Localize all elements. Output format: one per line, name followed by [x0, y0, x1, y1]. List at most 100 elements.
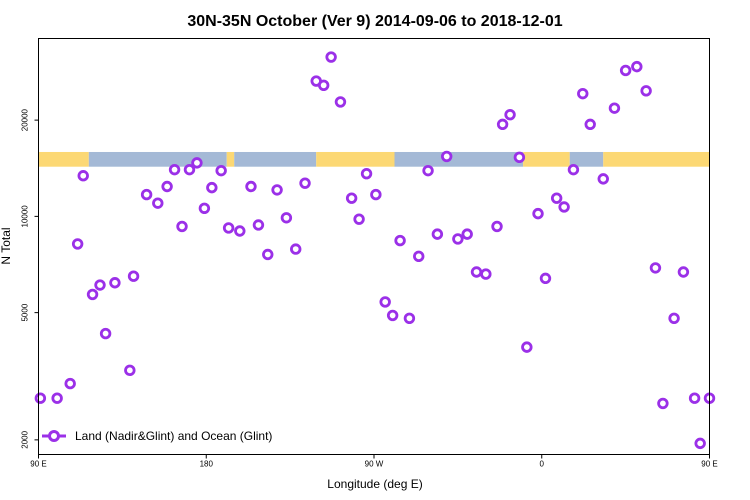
data-point: [694, 437, 706, 450]
plot-frame: [38, 38, 710, 455]
data-point: [127, 270, 140, 282]
data-point: [491, 220, 503, 233]
data-point: [379, 296, 391, 308]
data-point: [640, 85, 652, 97]
data-point: [317, 79, 330, 92]
data-point: [124, 364, 136, 377]
data-point: [86, 288, 99, 301]
data-point: [631, 60, 643, 73]
data-point: [370, 188, 382, 201]
data-point: [206, 181, 218, 194]
data-point: [51, 392, 63, 404]
data-point: [34, 392, 47, 404]
data-point: [191, 157, 203, 169]
band-segment-ocean: [394, 151, 524, 167]
data-point: [99, 327, 112, 340]
data-point: [403, 312, 416, 324]
data-point: [280, 212, 293, 224]
x-tick-label: 90 E: [701, 460, 717, 469]
data-point: [299, 177, 311, 189]
data-point: [198, 202, 211, 214]
legend-label: Land (Nadir&Glint) and Ocean (Glint): [75, 429, 272, 443]
y-axis-label: N Total: [0, 227, 13, 264]
data-point: [470, 266, 483, 278]
data-point: [168, 163, 181, 176]
band-segment-land: [523, 151, 570, 167]
data-point: [109, 277, 121, 289]
legend-marker: [48, 430, 60, 442]
data-point: [452, 233, 464, 245]
data-point: [668, 312, 680, 324]
y-tick-label: 20000: [21, 108, 30, 131]
data-point: [252, 219, 265, 231]
data-point: [422, 164, 434, 177]
data-point: [345, 192, 358, 204]
data-point: [677, 266, 690, 278]
data-point: [440, 150, 453, 163]
x-tick-label: 90 E: [30, 460, 46, 469]
data-point: [394, 234, 406, 247]
data-point: [334, 96, 347, 108]
band-segment-land: [603, 151, 710, 167]
band-segment-ocean: [234, 151, 317, 167]
data-point: [64, 377, 76, 390]
data-point: [513, 151, 526, 164]
data-point: [539, 272, 552, 285]
data-point: [521, 341, 533, 353]
data-point: [215, 164, 227, 177]
band-segment-land: [38, 151, 89, 167]
data-point: [176, 220, 188, 233]
data-point: [649, 262, 662, 274]
data-point: [140, 188, 153, 201]
data-point: [461, 228, 473, 240]
legend: Land (Nadir&Glint) and Ocean (Glint): [42, 429, 272, 443]
data-point: [386, 309, 399, 322]
data-points: [34, 51, 716, 450]
x-tick-label: 180: [200, 460, 214, 469]
data-point: [413, 250, 425, 263]
data-point: [597, 173, 609, 185]
y-tick-label: 10000: [21, 205, 30, 228]
band-segment-land: [226, 151, 235, 167]
data-point: [504, 108, 516, 121]
data-point: [262, 248, 274, 261]
data-point: [290, 243, 302, 255]
band-segment-ocean: [569, 151, 604, 167]
data-point: [558, 201, 570, 213]
data-point: [584, 118, 596, 131]
data-point: [152, 197, 164, 209]
data-point: [77, 170, 89, 182]
data-point: [532, 207, 544, 220]
x-axis-label: Longitude (deg E): [327, 477, 422, 491]
band-segment-ocean: [88, 151, 227, 167]
data-point: [325, 51, 337, 63]
data-point: [245, 180, 257, 193]
axes-ticks: 90 E 180 90 W 0 90 E 2000 5000 10000 20000: [21, 108, 718, 468]
data-point: [577, 87, 589, 100]
data-point: [94, 279, 106, 291]
data-point: [183, 163, 196, 176]
data-point: [234, 225, 246, 237]
x-tick-label: 90 W: [365, 460, 384, 469]
data-point: [360, 167, 373, 180]
data-point: [550, 192, 563, 204]
data-point: [271, 184, 283, 196]
chart-title: 30N-35N October (Ver 9) 2014-09-06 to 20…: [187, 13, 562, 30]
data-point: [480, 268, 492, 280]
band-segment-land: [316, 151, 395, 167]
data-point: [71, 238, 84, 250]
data-point: [431, 228, 444, 240]
y-tick-label: 2000: [21, 430, 30, 448]
x-tick-label: 0: [540, 460, 545, 469]
y-tick-label: 5000: [21, 303, 30, 321]
data-point: [496, 118, 509, 131]
data-point: [688, 392, 701, 404]
data-point: [353, 213, 365, 225]
data-point: [619, 64, 632, 77]
data-point: [222, 222, 235, 234]
data-point: [567, 163, 580, 176]
surface-band: [38, 151, 710, 167]
data-point: [657, 397, 669, 410]
data-point: [161, 180, 173, 193]
